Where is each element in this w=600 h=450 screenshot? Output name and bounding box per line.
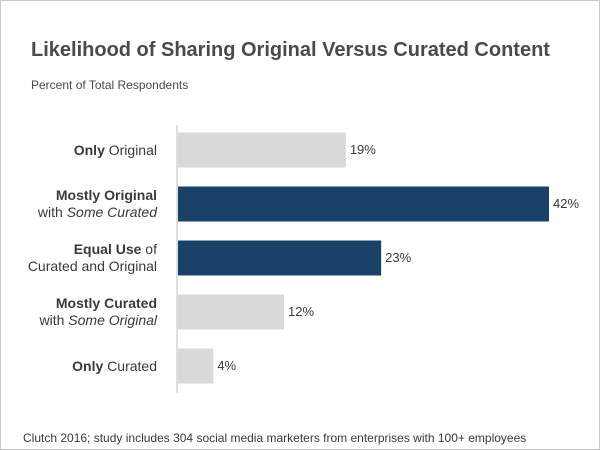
bar-value-label: 42% bbox=[553, 196, 579, 211]
bar bbox=[178, 132, 346, 168]
bar bbox=[178, 186, 549, 222]
bar-value-label: 12% bbox=[288, 304, 314, 319]
bar bbox=[178, 348, 214, 384]
source-footnote: Clutch 2016; study includes 304 social m… bbox=[23, 431, 527, 445]
chart-subtitle: Percent of Total Respondents bbox=[31, 78, 189, 92]
bar-value-label: 19% bbox=[350, 142, 376, 157]
category-label: Mostly Original with Some Curated bbox=[37, 187, 157, 220]
chart-title: Likelihood of Sharing Original Versus Cu… bbox=[31, 39, 550, 61]
category-label: Only Original bbox=[73, 141, 157, 158]
bar-value-label: 4% bbox=[217, 358, 236, 373]
category-label: Equal Use of Curated and Original bbox=[27, 241, 157, 274]
bar-value-label: 23% bbox=[385, 250, 411, 265]
category-label: Only Curated bbox=[72, 357, 157, 374]
bar bbox=[178, 294, 284, 330]
category-label: Mostly Curated with Some Original bbox=[39, 295, 158, 328]
bar bbox=[178, 240, 382, 276]
